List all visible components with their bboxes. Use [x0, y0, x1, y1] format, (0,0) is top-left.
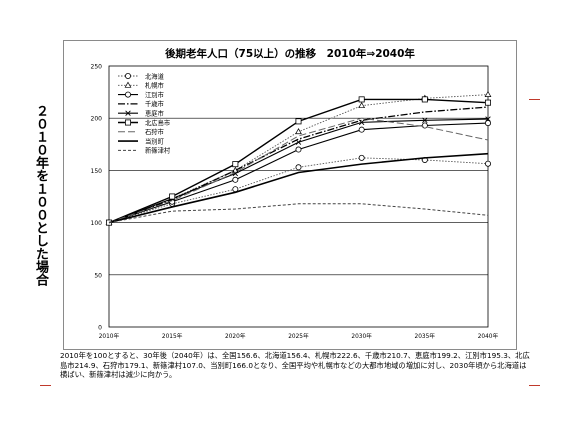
legend-label: 江別市 — [145, 90, 164, 99]
legend-label: 新篠津村 — [145, 146, 171, 155]
x-tick-label: 2010年 — [99, 332, 120, 340]
data-point — [421, 96, 428, 103]
series-line-8 — [108, 152, 489, 224]
y-tick-label: 0 — [98, 325, 102, 332]
legend-marker — [125, 91, 132, 98]
series-line-9 — [108, 203, 489, 224]
y-tick-label: 250 — [91, 64, 103, 71]
y-tick-label: 100 — [91, 220, 103, 227]
data-point — [358, 101, 366, 109]
data-point — [358, 154, 365, 161]
x-tick-label: 2020年 — [225, 332, 246, 340]
data-point — [485, 116, 491, 122]
legend-label: 恵庭市 — [145, 109, 164, 118]
data-point — [484, 99, 491, 106]
data-point — [169, 193, 176, 200]
x-tick-label: 2040年 — [478, 332, 499, 340]
data-point — [232, 161, 239, 168]
legend-marker — [125, 73, 132, 80]
data-point — [295, 118, 302, 125]
data-point — [295, 139, 302, 145]
data-point — [484, 120, 491, 127]
data-point — [358, 119, 365, 126]
data-point — [484, 90, 492, 97]
data-point — [232, 176, 239, 183]
y-tick-label: 150 — [91, 168, 103, 175]
x-tick-label: 2030年 — [351, 332, 372, 340]
data-point — [295, 128, 302, 135]
series-line-4 — [108, 106, 489, 224]
legend-label: 北海道 — [145, 71, 165, 80]
legend-marker — [124, 81, 132, 88]
caption-text: 2010年を100とすると、30年後（2040年）は、全国156.6、北海道15… — [60, 351, 530, 379]
red-divider-right-top — [529, 99, 540, 100]
legend-label: 当別町 — [145, 136, 165, 145]
legend-label: 札幌市 — [145, 81, 164, 90]
line-chart: 後期老年人口（75以上）の推移 2010年⇒2040年 0 50 100 150 200 2… — [91, 47, 499, 340]
x-tick-label: 2025年 — [288, 332, 309, 340]
series-line-7 — [108, 117, 489, 224]
chart-title: 後期老年人口（75以上）の推移 2010年⇒2040年 — [164, 47, 415, 60]
legend-label: 石狩市 — [145, 127, 164, 136]
data-point — [295, 164, 302, 171]
x-tick-label: 2015年 — [162, 332, 183, 340]
red-divider-left-bottom — [40, 385, 51, 386]
data-point — [358, 96, 365, 103]
legend-marker — [125, 119, 132, 126]
plot-area — [108, 65, 489, 328]
series-line-5 — [108, 118, 489, 224]
data-point — [358, 126, 365, 133]
x-tick-label: 2035年 — [415, 332, 436, 340]
y-tick-label: 50 — [94, 272, 102, 279]
y-tick-label: 200 — [91, 116, 103, 123]
chart-frame: 後期老年人口（75以上）の推移 2010年⇒2040年 0 50 100 150 200 2… — [63, 40, 517, 350]
legend-marker — [125, 110, 131, 116]
legend-label: 北広島市 — [145, 118, 170, 127]
red-divider-right-bottom — [529, 385, 540, 386]
legend-label: 千歳市 — [145, 99, 164, 108]
data-point — [421, 122, 428, 129]
data-point — [422, 117, 428, 124]
data-point — [232, 170, 239, 177]
data-point — [295, 146, 302, 153]
y-axis-label: ２０１０年を１００とした場合 — [33, 104, 48, 286]
data-point — [484, 160, 491, 167]
